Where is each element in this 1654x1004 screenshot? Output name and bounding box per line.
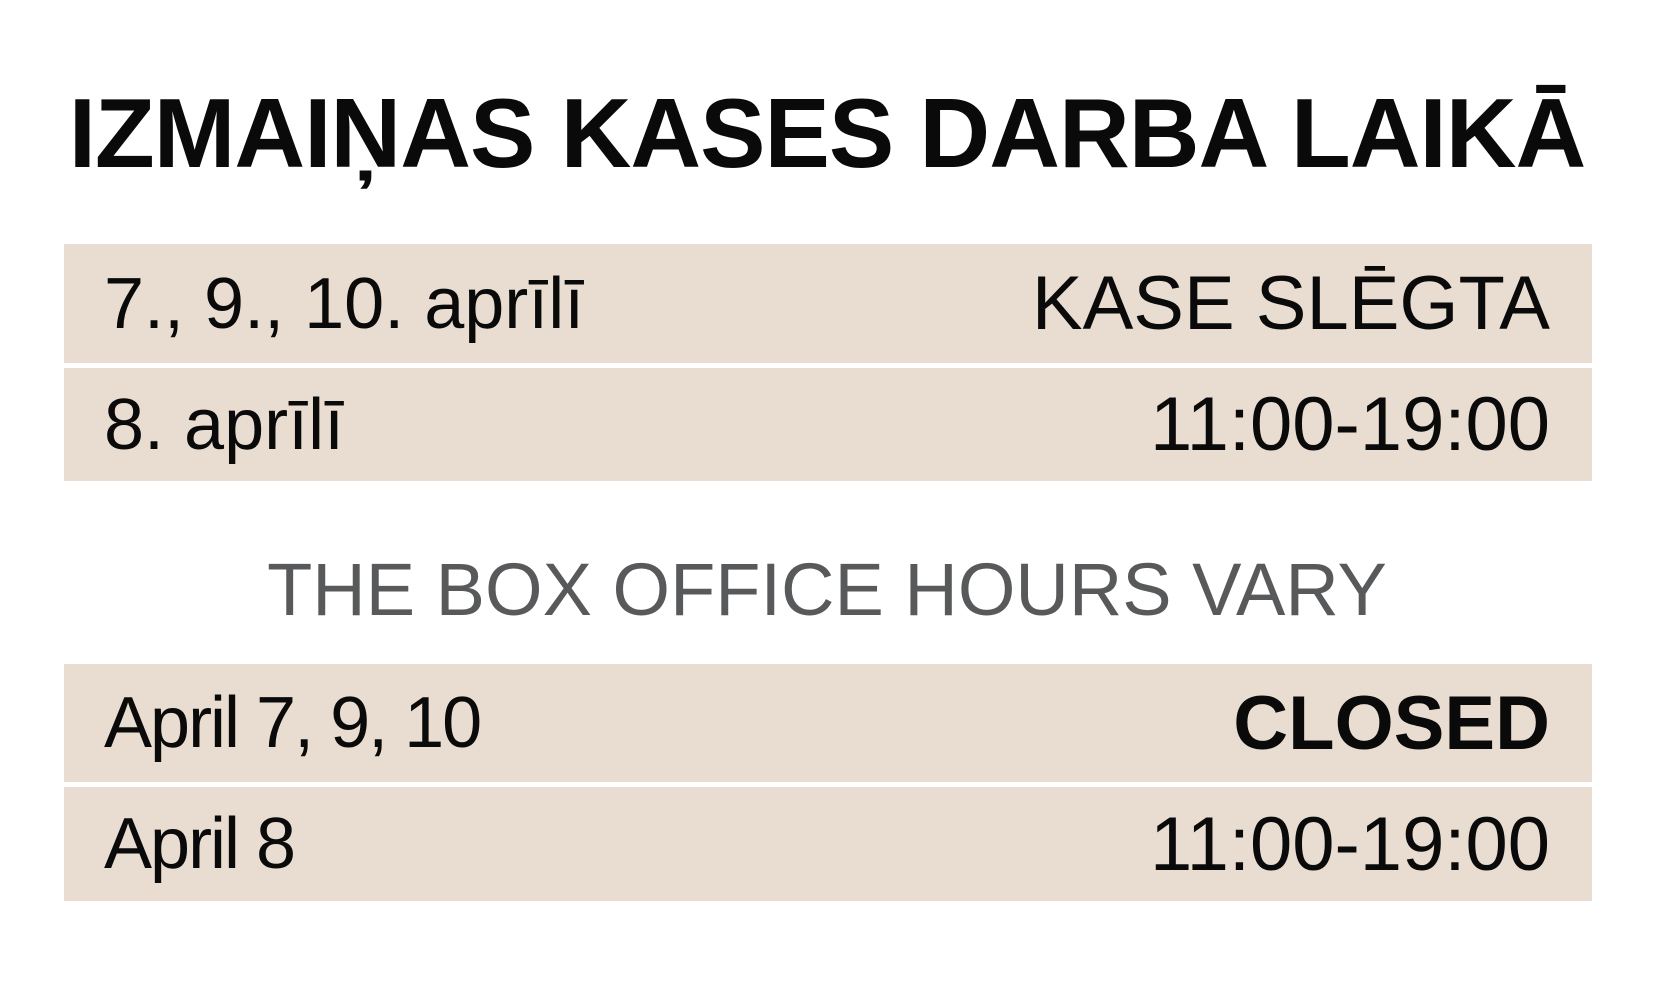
row-status: KASE SLĒGTA <box>1031 261 1550 346</box>
row-status: 11:00-19:00 <box>1149 801 1550 887</box>
lv-row-closed: 7., 9., 10. aprīlī KASE SLĒGTA <box>64 244 1592 363</box>
row-date: April 8 <box>104 804 296 884</box>
row-date: April 7, 9, 10 <box>104 683 482 763</box>
en-row-closed: April 7, 9, 10 CLOSED <box>64 664 1592 782</box>
row-status: 11:00-19:00 <box>1149 382 1550 467</box>
en-row-hours: April 8 11:00-19:00 <box>64 787 1592 901</box>
row-date: 7., 9., 10. aprīlī <box>104 263 585 344</box>
row-date: 8. aprīlī <box>104 384 345 465</box>
row-status: CLOSED <box>1233 680 1550 766</box>
lv-row-hours: 8. aprīlī 11:00-19:00 <box>64 368 1592 481</box>
subtitle: THE BOX OFFICE HOURS VARY <box>267 548 1387 631</box>
page-title: IZMAIŅAS KASES DARBA LAIKĀ <box>68 78 1587 188</box>
